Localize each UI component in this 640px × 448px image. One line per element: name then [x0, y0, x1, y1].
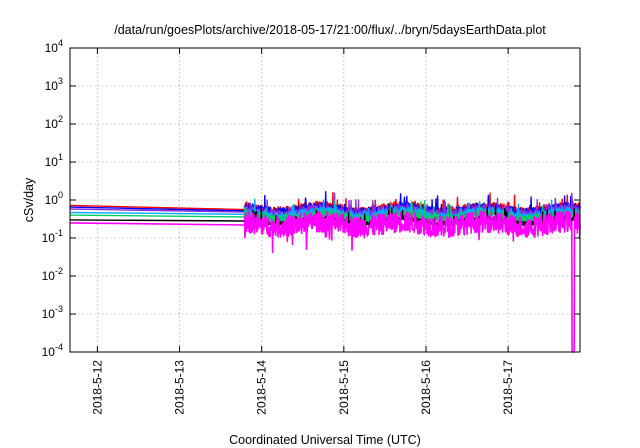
y-axis-label: cSv/day — [22, 177, 36, 222]
x-tick-label: 2018-5-15 — [337, 360, 351, 415]
chart-title: /data/run/goesPlots/archive/2018-05-17/2… — [114, 23, 546, 37]
x-tick-label: 2018-5-13 — [173, 360, 187, 415]
y-tick-label: 103 — [45, 76, 63, 93]
y-tick-label: 100 — [45, 190, 63, 207]
y-tick-label: 10-2 — [42, 266, 63, 283]
plot-frame — [69, 47, 581, 353]
y-tick-label: 10-1 — [42, 228, 63, 245]
x-axis-label: Coordinated Universal Time (UTC) — [229, 433, 421, 447]
x-axis-ticks: 2018-5-12 2018-5-13 2018-5-14 2018-5-15 2018… — [90, 48, 515, 415]
y-tick-label: 102 — [45, 114, 63, 131]
x-tick-label: 2018-5-12 — [90, 360, 104, 415]
y-tick-label: 104 — [45, 38, 63, 55]
x-tick-label: 2018-5-16 — [419, 360, 433, 415]
plot-series — [69, 191, 581, 353]
y-axis-ticks: 10-4 10-3 10-2 10-1 100 101 102 103 104 — [42, 38, 580, 359]
y-tick-label: 10-3 — [42, 304, 63, 321]
gridlines — [70, 48, 580, 352]
y-tick-label: 101 — [45, 152, 63, 169]
x-tick-label: 2018-5-14 — [255, 360, 269, 415]
series-line — [69, 210, 581, 353]
y-tick-label: 10-4 — [42, 342, 63, 359]
x-tick-label: 2018-5-17 — [501, 360, 515, 415]
